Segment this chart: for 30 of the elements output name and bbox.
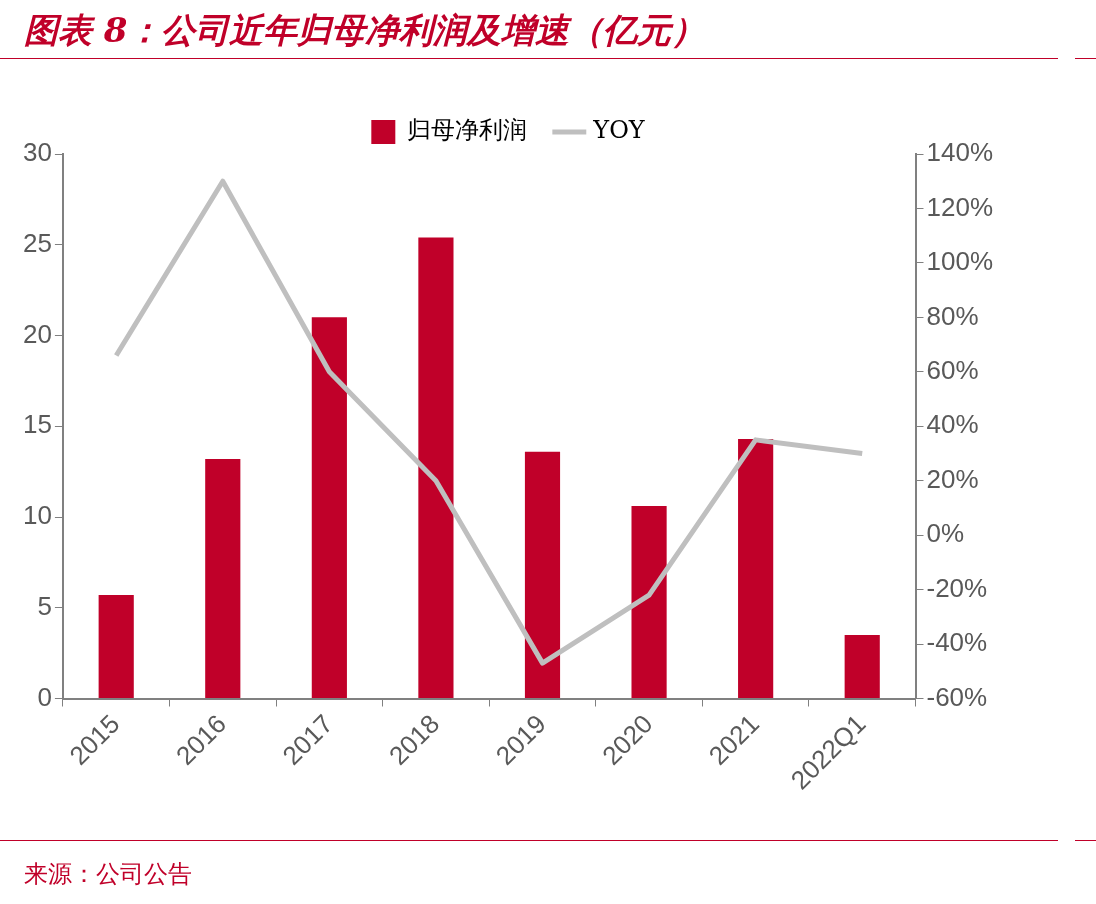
legend-label: 归母净利润 — [407, 116, 528, 145]
y-tick-label: 30 — [23, 137, 52, 168]
y2-tick-label: -60% — [926, 681, 988, 712]
y2-tick-label: 100% — [926, 246, 993, 277]
y2-tick-label: 140% — [926, 137, 993, 168]
chart-title: 图表 8：公司近年归母净利润及增速（亿元） — [24, 9, 706, 52]
y-tick-label: 0 — [37, 681, 52, 712]
y2-tick-label: 60% — [926, 354, 979, 385]
bar — [844, 634, 880, 699]
y2-tick-label: 20% — [926, 463, 979, 494]
y2-tick-label: -20% — [926, 572, 988, 603]
y2-tick-label: 120% — [926, 191, 993, 222]
bar — [524, 451, 561, 699]
bar — [418, 237, 454, 699]
bar — [738, 438, 774, 699]
y2-tick-label: 40% — [926, 409, 979, 440]
y2-tick-label: 0% — [926, 518, 965, 549]
legend-label: YOY — [592, 116, 646, 145]
bar — [311, 317, 347, 699]
bar — [98, 595, 134, 699]
y-tick-label: 15 — [23, 409, 52, 440]
y2-tick-label: 80% — [926, 300, 979, 331]
y-tick-label: 10 — [23, 500, 52, 531]
bar — [631, 506, 667, 699]
y-tick-label: 5 — [37, 590, 52, 621]
y2-tick-label: -40% — [926, 627, 988, 658]
y-tick-label: 20 — [23, 318, 52, 349]
source-note: 来源：公司公告 — [24, 859, 192, 890]
y-tick-label: 25 — [23, 227, 52, 258]
bar — [205, 458, 241, 699]
